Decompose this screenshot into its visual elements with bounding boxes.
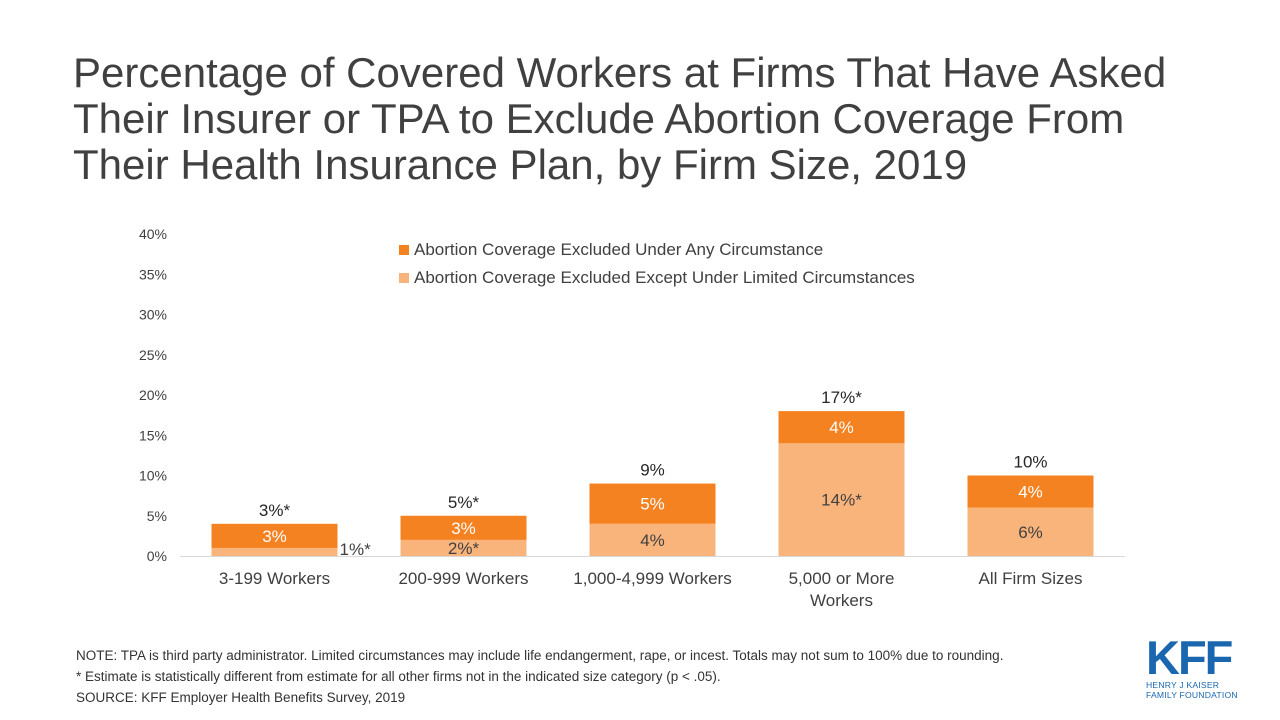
y-tick-label: 5% (147, 508, 167, 524)
y-tick-label: 30% (139, 307, 167, 323)
data-label: 4% (640, 531, 665, 550)
y-tick-label: 35% (139, 266, 167, 282)
y-tick-label: 25% (139, 347, 167, 363)
bar-segment (967, 507, 1094, 556)
title-line-2: Their Insurer or TPA to Exclude Abortion… (73, 95, 1125, 142)
data-label: 3% (451, 519, 476, 538)
legend-swatch (399, 273, 409, 283)
data-label: 14%* (821, 491, 862, 510)
bar-segment (778, 443, 905, 556)
stacked-bar-chart: 0% 5% 10% 15% 20% 25% 30% 35% 40% 1%* 3% 3%* 3-199 W… (139, 226, 1125, 610)
total-label: 17%* (821, 388, 862, 407)
x-tick-label: All Firm Sizes (979, 569, 1083, 588)
data-label: 6% (1018, 523, 1043, 542)
x-tick-label: 5,000 or More (789, 569, 895, 588)
x-tick-label: 200-999 Workers (398, 569, 528, 588)
bar-segment (967, 475, 1094, 508)
x-tick-label: Workers (810, 591, 873, 610)
note-tpa: NOTE: TPA is third party administrator. … (76, 648, 1004, 663)
data-label: 4% (829, 418, 854, 437)
x-tick-label: 3-199 Workers (219, 569, 330, 588)
total-label: 3%* (259, 501, 291, 520)
x-tick-label: 1,000-4,999 Workers (573, 569, 731, 588)
logo-line-1: HENRY J KAISER (1146, 680, 1220, 690)
data-label: 2%* (448, 539, 480, 558)
logo-line-2: FAMILY FOUNDATION (1146, 690, 1238, 700)
title-line-1: Percentage of Covered Workers at Firms T… (73, 49, 1167, 96)
kff-logo: KFF HENRY J KAISER FAMILY FOUNDATION (1146, 631, 1238, 700)
y-tick-label: 0% (147, 548, 167, 564)
title-line-3: Their Health Insurance Plan, by Firm Siz… (73, 141, 968, 188)
bar-segment (211, 547, 338, 556)
y-tick-label: 20% (139, 387, 167, 403)
data-label: 1%* (340, 540, 372, 559)
logo-mark: KFF (1146, 631, 1233, 684)
footnotes: NOTE: TPA is third party administrator. … (76, 645, 1003, 708)
data-label: 5% (640, 495, 665, 514)
total-label: 9% (640, 461, 665, 480)
total-label: 5%* (448, 493, 480, 512)
chart-title: Percentage of Covered Workers at Firms T… (73, 50, 1253, 188)
legend-swatch (399, 245, 409, 255)
y-tick-label: 15% (139, 427, 167, 443)
legend-label: Abortion Coverage Excluded Under Any Cir… (414, 240, 823, 259)
y-tick-label: 10% (139, 468, 167, 484)
data-label: 4% (1018, 483, 1043, 502)
bar-segment (400, 539, 527, 556)
bar-segment (589, 523, 716, 556)
bar-segment (589, 483, 716, 524)
total-label: 10% (1013, 453, 1047, 472)
y-tick-label: 40% (139, 226, 167, 242)
bar-segment (400, 515, 527, 540)
bar-segment (211, 523, 338, 548)
note-source: SOURCE: KFF Employer Health Benefits Sur… (76, 690, 406, 705)
note-significance: * Estimate is statistically different fr… (76, 669, 721, 684)
legend-label: Abortion Coverage Excluded Except Under … (414, 268, 915, 287)
bar-segment (778, 411, 905, 444)
data-label: 3% (262, 527, 287, 546)
